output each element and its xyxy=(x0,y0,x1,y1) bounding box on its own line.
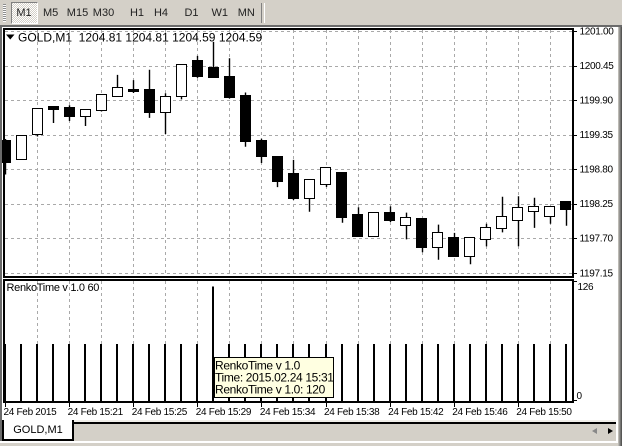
svg-text:24 Feb 15:21: 24 Feb 15:21 xyxy=(68,407,124,418)
svg-text:1197.15: 1197.15 xyxy=(580,268,614,279)
svg-text:GOLD,M1 1204.81 1204.81 1204.: GOLD,M1 1204.81 1204.81 1204.59 1204.59 xyxy=(18,31,263,45)
svg-text:1199.90: 1199.90 xyxy=(580,95,614,106)
svg-text:RenkoTime v 1.0: 120: RenkoTime v 1.0: 120 xyxy=(215,383,326,397)
svg-text:1198.25: 1198.25 xyxy=(580,199,614,210)
svg-text:1198.80: 1198.80 xyxy=(580,165,614,176)
svg-text:24 Feb 15:42: 24 Feb 15:42 xyxy=(388,407,444,418)
svg-text:1200.45: 1200.45 xyxy=(580,61,615,72)
svg-text:24 Feb 15:50: 24 Feb 15:50 xyxy=(516,407,572,418)
svg-text:24 Feb 15:38: 24 Feb 15:38 xyxy=(324,407,380,418)
svg-text:24 Feb 15:34: 24 Feb 15:34 xyxy=(260,407,316,418)
svg-text:1199.35: 1199.35 xyxy=(580,130,614,141)
svg-text:RenkoTime v 1.0: RenkoTime v 1.0 xyxy=(215,359,301,373)
svg-text:1201.00: 1201.00 xyxy=(580,26,615,37)
svg-text:0: 0 xyxy=(577,391,583,402)
svg-text:Time: 2015.02.24 15:31: Time: 2015.02.24 15:31 xyxy=(215,371,334,385)
svg-text:24 Feb 15:46: 24 Feb 15:46 xyxy=(452,407,508,418)
svg-text:24 Feb 15:25: 24 Feb 15:25 xyxy=(132,407,188,418)
svg-text:126: 126 xyxy=(578,282,595,293)
svg-text:24 Feb 2015: 24 Feb 2015 xyxy=(4,407,58,418)
svg-text:RenkoTime v 1.0 60: RenkoTime v 1.0 60 xyxy=(7,282,100,294)
svg-text:1197.70: 1197.70 xyxy=(580,234,614,245)
svg-text:24 Feb 15:29: 24 Feb 15:29 xyxy=(196,407,252,418)
